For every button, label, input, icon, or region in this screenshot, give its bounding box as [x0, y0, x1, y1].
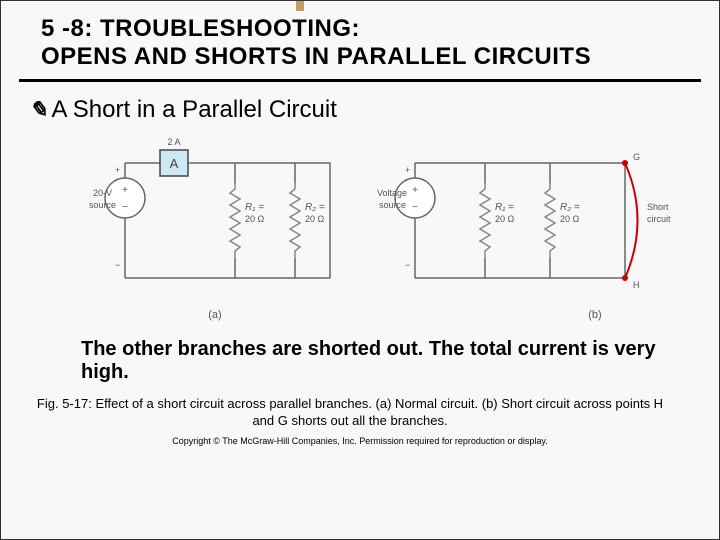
r1b-name: R₁ =: [495, 202, 514, 213]
r2a-val: 20 Ω: [305, 214, 325, 224]
bullet: ✎ A Short in a Parallel Circuit: [1, 82, 719, 130]
svg-text:−: −: [122, 202, 128, 213]
src-a-top: 20-V: [93, 188, 112, 198]
title-line2: OPENS AND SHORTS IN PARALLEL CIRCUITS: [41, 43, 679, 71]
title-line1: 5 -8: TROUBLESHOOTING:: [41, 15, 679, 43]
r1b-val: 20 Ω: [495, 214, 515, 224]
src-b-top: Voltage: [377, 188, 407, 198]
slide-title: 5 -8: TROUBLESHOOTING: OPENS AND SHORTS …: [19, 1, 701, 82]
pencil-icon: ✎: [29, 97, 47, 123]
ammeter-A: A: [170, 156, 179, 171]
r2b-name: R₂ =: [560, 202, 580, 213]
tab-marker: [296, 1, 304, 11]
circuit-a: + − + − A 2 A 20-V source R₁ = 20 Ω R₂ =…: [85, 138, 345, 328]
src-a-bot: source: [89, 200, 116, 210]
svg-text:−: −: [412, 202, 418, 213]
r1a-val: 20 Ω: [245, 214, 265, 224]
copyright: Copyright © The McGraw-Hill Companies, I…: [1, 430, 719, 446]
r1a-name: R₁ =: [245, 202, 264, 213]
caption-b: (b): [588, 309, 601, 321]
diagram-area: + − + − A 2 A 20-V source R₁ = 20 Ω R₂ =…: [1, 130, 719, 332]
short-bot: circuit: [647, 214, 671, 224]
svg-text:−: −: [115, 260, 120, 270]
r2a-name: R₂ =: [305, 202, 325, 213]
explanation: The other branches are shorted out. The …: [1, 332, 719, 390]
svg-text:+: +: [115, 165, 120, 175]
svg-text:−: −: [405, 260, 410, 270]
svg-text:R₂ =: R₂ =: [560, 202, 580, 213]
svg-text:R₁ =: R₁ =: [495, 202, 514, 213]
bullet-text: A Short in a Parallel Circuit: [51, 96, 336, 124]
caption-a: (a): [208, 309, 221, 321]
svg-text:R₂ =: R₂ =: [305, 202, 325, 213]
node-g: G: [633, 152, 640, 162]
circuit-b: + − + − Voltage source R₁ = 20 Ω R₂ = 20…: [375, 138, 675, 328]
short-top: Short: [647, 202, 669, 212]
figure-caption: Fig. 5-17: Effect of a short circuit acr…: [1, 390, 719, 430]
svg-text:+: +: [412, 185, 418, 196]
ammeter-label: 2 A: [167, 138, 180, 147]
svg-text:+: +: [122, 185, 128, 196]
src-b-bot: source: [379, 200, 406, 210]
node-h: H: [633, 280, 640, 290]
svg-text:R₁ =: R₁ =: [245, 202, 264, 213]
svg-text:+: +: [405, 165, 410, 175]
r2b-val: 20 Ω: [560, 214, 580, 224]
